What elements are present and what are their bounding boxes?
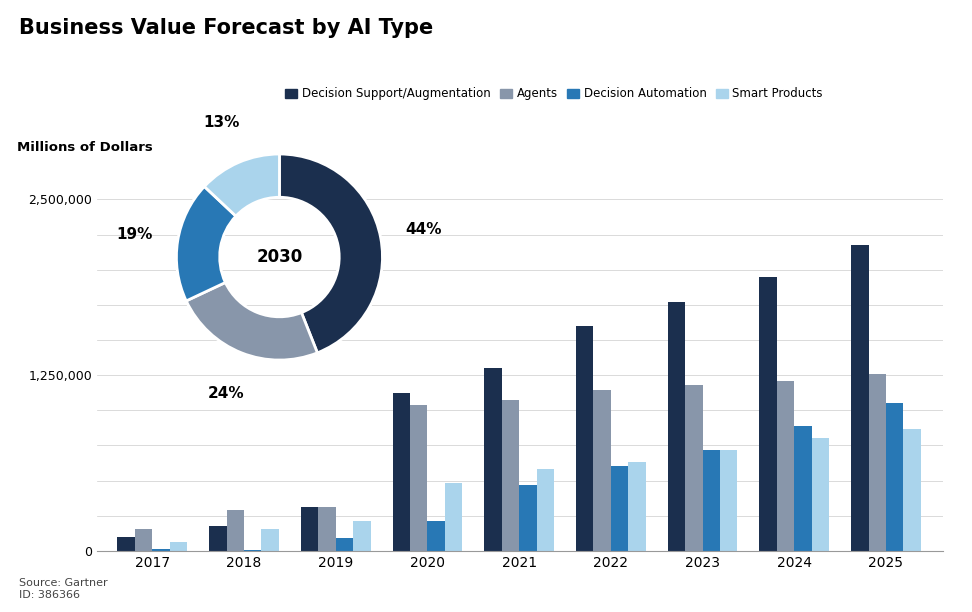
Bar xyxy=(484,368,502,551)
Bar xyxy=(428,521,445,551)
Legend: Decision Support/Augmentation, Agents, Decision Automation, Smart Products: Decision Support/Augmentation, Agents, D… xyxy=(281,83,827,105)
Text: Millions of Dollars: Millions of Dollars xyxy=(17,141,153,154)
Bar xyxy=(628,461,645,551)
Bar xyxy=(244,550,261,551)
Bar xyxy=(519,485,537,551)
Wedge shape xyxy=(204,154,280,216)
Bar xyxy=(135,529,153,551)
Bar xyxy=(668,302,685,551)
Bar xyxy=(812,438,829,551)
Wedge shape xyxy=(177,187,236,301)
Bar xyxy=(851,245,869,551)
Bar xyxy=(502,400,519,551)
Text: 24%: 24% xyxy=(207,386,244,401)
Bar xyxy=(335,538,353,551)
Bar xyxy=(794,427,812,551)
Bar xyxy=(537,469,554,551)
Bar xyxy=(153,550,170,551)
Bar xyxy=(445,483,463,551)
Bar xyxy=(903,429,920,551)
Bar xyxy=(261,529,279,551)
Bar xyxy=(393,393,410,551)
Bar xyxy=(759,277,777,551)
Text: 13%: 13% xyxy=(203,115,239,130)
Text: Source: Gartner
ID: 386366: Source: Gartner ID: 386366 xyxy=(19,578,108,600)
Bar xyxy=(353,521,370,551)
Bar xyxy=(318,507,335,551)
Bar xyxy=(576,326,593,551)
Bar xyxy=(777,381,794,551)
Bar xyxy=(610,466,628,551)
Text: 44%: 44% xyxy=(405,222,441,237)
Bar xyxy=(593,390,610,551)
Wedge shape xyxy=(279,154,382,353)
Bar xyxy=(118,537,135,551)
Wedge shape xyxy=(187,283,318,360)
Bar xyxy=(170,542,187,551)
Bar xyxy=(300,507,318,551)
Bar xyxy=(685,385,703,551)
Bar xyxy=(869,374,885,551)
Text: 19%: 19% xyxy=(117,226,154,242)
Text: Business Value Forecast by AI Type: Business Value Forecast by AI Type xyxy=(19,18,434,39)
Bar xyxy=(703,450,720,551)
Bar xyxy=(209,526,226,551)
Bar xyxy=(720,450,738,551)
Bar xyxy=(226,510,244,551)
Bar xyxy=(885,403,903,551)
Text: 2030: 2030 xyxy=(257,248,302,266)
Bar xyxy=(410,405,428,551)
